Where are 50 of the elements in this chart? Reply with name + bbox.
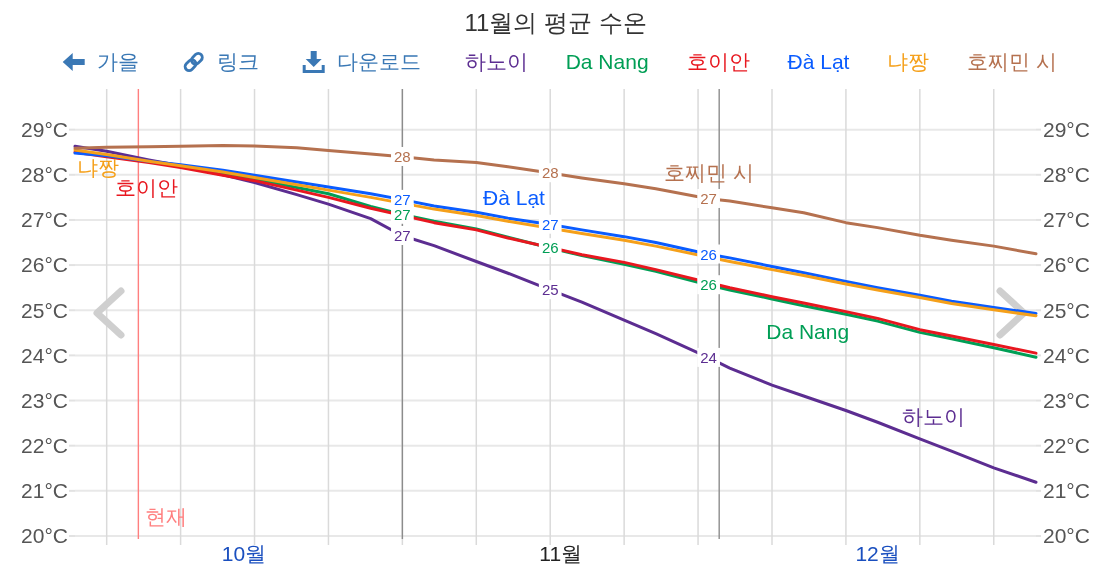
title: 11월의 평균 수온	[464, 9, 647, 36]
y-tick-label: 20°C	[21, 524, 68, 548]
y2-tick-label: 24°C	[1043, 343, 1090, 367]
data-label: 27	[700, 189, 717, 207]
toolbar-label: 다운로드	[336, 50, 421, 74]
data-label: 27	[394, 227, 411, 244]
y2-tick-label: 25°C	[1043, 298, 1090, 322]
data-label: 24	[700, 348, 717, 366]
y-tick-label: 29°C	[21, 118, 68, 141]
data-label: 27	[394, 190, 411, 208]
data-label: 27	[394, 205, 411, 223]
legend-label: Da Nang	[565, 50, 649, 74]
y2-tick-label: 21°C	[1043, 479, 1090, 503]
y2-tick-label: 28°C	[1043, 163, 1090, 187]
line-label: Da Nang	[766, 320, 850, 344]
data-label: 26	[541, 239, 559, 257]
y2-tick-label: 23°C	[1043, 388, 1090, 412]
toolbar-label: 가을	[96, 50, 139, 74]
y2-tick-label: 27°C	[1043, 208, 1090, 232]
y-tick-label: 22°C	[21, 434, 68, 458]
legend-label: 호찌민 시	[967, 50, 1058, 74]
legend-label: 냐짱	[887, 50, 930, 74]
y-tick-label: 23°C	[21, 388, 68, 412]
data-label: 28	[541, 164, 559, 182]
y-tick-label: 24°C	[21, 343, 68, 367]
data-label: 27	[541, 215, 559, 233]
y2-tick-label: 26°C	[1043, 253, 1090, 277]
ref-line-label: 현재	[145, 505, 188, 528]
y-tick-label: 27°C	[21, 208, 68, 232]
y2-tick-label: 22°C	[1043, 434, 1090, 458]
y2-tick-label: 20°C	[1043, 524, 1090, 548]
legend-label: 호이안	[686, 50, 750, 74]
data-label: 26	[700, 276, 717, 294]
x-tick-label: 10월	[221, 542, 267, 565]
y-tick-label: 28°C	[21, 163, 68, 187]
y-tick-label: 26°C	[21, 253, 68, 277]
line-label: Đà Lạt	[483, 186, 545, 210]
y-tick-label: 21°C	[21, 479, 68, 503]
line-label: 하노이	[902, 405, 966, 429]
data-label: 25	[541, 281, 559, 299]
toolbar-label: 링크	[216, 50, 259, 74]
y2-tick-label: 29°C	[1043, 118, 1090, 141]
line-label: 냐짱	[77, 156, 119, 180]
x-tick-label: 12월	[855, 542, 900, 565]
x-tick-label: 11월	[539, 542, 583, 565]
legend-label: 하노이	[464, 50, 528, 74]
data-label: 28	[394, 148, 411, 165]
y-tick-label: 25°C	[21, 298, 68, 322]
data-label: 26	[700, 245, 717, 263]
legend-label: Đà Lạt	[787, 50, 850, 74]
